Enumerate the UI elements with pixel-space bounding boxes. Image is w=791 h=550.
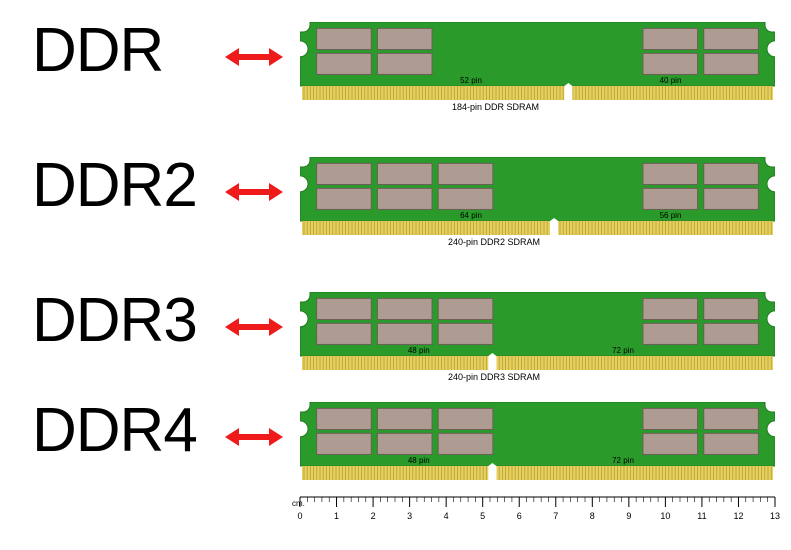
svg-text:52 pin: 52 pin — [460, 76, 482, 85]
svg-text:7: 7 — [553, 511, 558, 521]
ddr2-arrow — [225, 181, 283, 208]
svg-text:10: 10 — [660, 511, 670, 521]
svg-text:6: 6 — [517, 511, 522, 521]
svg-text:11: 11 — [697, 511, 706, 521]
svg-text:4: 4 — [444, 511, 449, 521]
svg-text:64 pin: 64 pin — [460, 211, 482, 220]
svg-text:cm.: cm. — [292, 499, 305, 508]
svg-text:5: 5 — [480, 511, 485, 521]
ddr2-caption: 240-pin DDR2 SDRAM — [448, 237, 540, 247]
ddr3-module: 48 pin 72 pin — [300, 292, 775, 375]
svg-text:48 pin: 48 pin — [408, 346, 430, 355]
ddr4-arrow — [225, 426, 283, 453]
ddr2-label: DDR2 — [32, 150, 197, 221]
ruler: 012345678910111213 cm. — [290, 495, 785, 530]
ddr3-arrow — [225, 316, 283, 343]
svg-text:56 pin: 56 pin — [660, 211, 682, 220]
svg-text:8: 8 — [590, 511, 595, 521]
svg-text:72 pin: 72 pin — [612, 456, 634, 465]
ddr1-label: DDR — [32, 15, 163, 86]
ddr2-module: 64 pin 56 pin — [300, 157, 775, 240]
svg-text:0: 0 — [297, 511, 302, 521]
svg-text:2: 2 — [371, 511, 376, 521]
svg-text:40 pin: 40 pin — [660, 76, 682, 85]
svg-text:13: 13 — [770, 511, 780, 521]
ddr1-caption: 184-pin DDR SDRAM — [452, 102, 539, 112]
ddr1-module: 52 pin 40 pin — [300, 22, 775, 105]
svg-text:72 pin: 72 pin — [612, 346, 634, 355]
ddr3-label: DDR3 — [32, 285, 197, 356]
ddr4-label: DDR4 — [32, 395, 197, 466]
svg-text:48 pin: 48 pin — [408, 456, 430, 465]
svg-text:1: 1 — [334, 511, 339, 521]
ddr1-arrow — [225, 46, 283, 73]
svg-text:12: 12 — [733, 511, 743, 521]
ddr3-caption: 240-pin DDR3 SDRAM — [448, 372, 540, 382]
svg-text:3: 3 — [407, 511, 412, 521]
ddr4-module: 48 pin 72 pin — [300, 402, 775, 485]
svg-text:9: 9 — [626, 511, 631, 521]
